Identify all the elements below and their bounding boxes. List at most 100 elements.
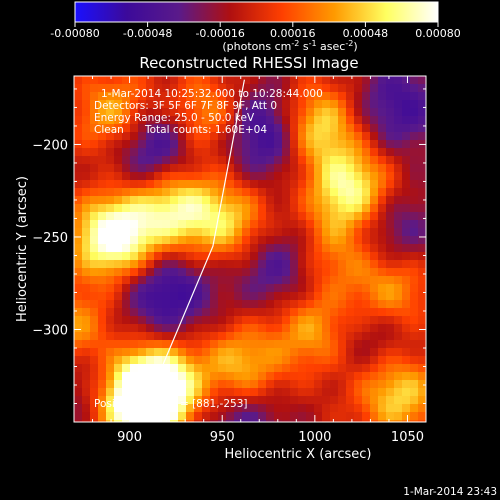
heatmap-cell bbox=[290, 140, 299, 149]
heatmap-cell bbox=[330, 220, 339, 229]
heatmap-cell bbox=[378, 84, 387, 93]
heatmap-cell bbox=[386, 204, 395, 213]
heatmap-cell bbox=[98, 284, 107, 293]
heatmap-cell bbox=[402, 212, 411, 221]
heatmap-cell bbox=[98, 196, 107, 205]
heatmap-cell bbox=[330, 412, 339, 421]
heatmap-cell bbox=[202, 84, 211, 93]
heatmap-cell bbox=[138, 396, 147, 405]
heatmap-cell bbox=[234, 180, 243, 189]
heatmap-cell bbox=[106, 188, 115, 197]
solar-limb-line bbox=[138, 79, 245, 422]
heatmap-cell bbox=[378, 76, 387, 85]
heatmap-cell bbox=[122, 108, 131, 117]
heatmap-cell bbox=[250, 412, 259, 421]
heatmap-cell bbox=[194, 380, 203, 389]
heatmap-cell bbox=[90, 260, 99, 269]
heatmap-cell bbox=[346, 204, 355, 213]
heatmap-cell bbox=[90, 388, 99, 397]
heatmap-cell bbox=[98, 220, 107, 229]
heatmap-cell bbox=[258, 76, 267, 85]
heatmap-cell bbox=[90, 420, 99, 422]
heatmap-cell bbox=[170, 276, 179, 285]
heatmap-cell bbox=[194, 292, 203, 301]
heatmap-cell bbox=[378, 204, 387, 213]
heatmap-cell bbox=[234, 404, 243, 413]
heatmap-cell bbox=[146, 292, 155, 301]
heatmap-cell bbox=[354, 84, 363, 93]
heatmap-cell bbox=[74, 404, 83, 413]
heatmap-cell bbox=[306, 356, 315, 365]
heatmap-cell bbox=[82, 388, 91, 397]
heatmap-cell bbox=[186, 204, 195, 213]
heatmap-cell bbox=[362, 140, 371, 149]
heatmap-cell bbox=[202, 348, 211, 357]
heatmap-cell bbox=[106, 308, 115, 317]
heatmap-cell bbox=[82, 372, 91, 381]
heatmap-cell bbox=[202, 204, 211, 213]
heatmap-cell bbox=[82, 356, 91, 365]
heatmap-cell bbox=[362, 108, 371, 117]
heatmap-cell bbox=[234, 356, 243, 365]
heatmap-cell bbox=[242, 348, 251, 357]
heatmap-cell bbox=[122, 76, 131, 85]
heatmap-cell bbox=[370, 236, 379, 245]
heatmap-cell bbox=[362, 212, 371, 221]
heatmap-cell bbox=[154, 364, 163, 373]
heatmap-cell bbox=[226, 132, 235, 141]
heatmap-cell bbox=[74, 260, 83, 269]
heatmap-cell bbox=[202, 380, 211, 389]
heatmap-cell bbox=[354, 364, 363, 373]
heatmap-cell bbox=[242, 212, 251, 221]
heatmap-cell bbox=[362, 308, 371, 317]
heatmap-cell bbox=[178, 356, 187, 365]
heatmap-cell bbox=[250, 236, 259, 245]
heatmap-cell bbox=[130, 412, 139, 421]
heatmap-cell bbox=[314, 108, 323, 117]
heatmap-cell bbox=[274, 116, 283, 125]
heatmap-cell bbox=[74, 252, 83, 261]
heatmap-cell bbox=[82, 164, 91, 173]
heatmap-cell bbox=[202, 140, 211, 149]
heatmap-cell bbox=[306, 220, 315, 229]
heatmap-cell bbox=[146, 404, 155, 413]
heatmap-cell bbox=[218, 188, 227, 197]
heatmap-cell bbox=[242, 164, 251, 173]
heatmap-cell bbox=[402, 124, 411, 133]
heatmap-cell bbox=[226, 76, 235, 85]
heatmap-cell bbox=[418, 180, 426, 189]
heatmap-cell bbox=[402, 204, 411, 213]
heatmap-cell bbox=[146, 188, 155, 197]
heatmap-cell bbox=[338, 396, 347, 405]
heatmap-cell bbox=[282, 172, 291, 181]
heatmap-cell bbox=[186, 364, 195, 373]
heatmap-cell bbox=[314, 292, 323, 301]
heatmap-cell bbox=[74, 308, 83, 317]
heatmap-cell bbox=[338, 116, 347, 125]
heatmap-cell bbox=[114, 220, 123, 229]
heatmap-cell bbox=[338, 180, 347, 189]
colorbar-tick-label: 0.00080 bbox=[415, 27, 461, 40]
heatmap-cell bbox=[314, 356, 323, 365]
heatmap-cell bbox=[178, 308, 187, 317]
heatmap-cell bbox=[266, 300, 275, 309]
heatmap-cell bbox=[266, 252, 275, 261]
heatmap-cell bbox=[266, 236, 275, 245]
heatmap-cell bbox=[250, 308, 259, 317]
heatmap-cell bbox=[226, 228, 235, 237]
heatmap-cell bbox=[250, 100, 259, 109]
heatmap-cell bbox=[410, 412, 419, 421]
heatmap-cell bbox=[242, 124, 251, 133]
heatmap-cell bbox=[210, 404, 219, 413]
heatmap-cell bbox=[98, 340, 107, 349]
heatmap-cell bbox=[74, 92, 83, 101]
heatmap-cell bbox=[346, 324, 355, 333]
heatmap-cell bbox=[98, 100, 107, 109]
heatmap-cell bbox=[274, 100, 283, 109]
heatmap-cell bbox=[402, 84, 411, 93]
heatmap-cell bbox=[394, 156, 403, 165]
heatmap-cell bbox=[274, 260, 283, 269]
heatmap-cell bbox=[154, 404, 163, 413]
heatmap-cell bbox=[250, 388, 259, 397]
heatmap-cell bbox=[154, 308, 163, 317]
